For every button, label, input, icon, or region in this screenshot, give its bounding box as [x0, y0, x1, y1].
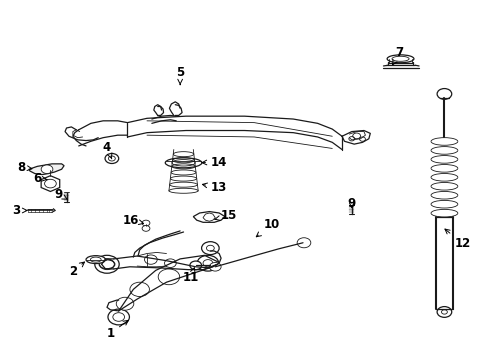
- Circle shape: [158, 269, 179, 285]
- Circle shape: [189, 261, 201, 270]
- Circle shape: [116, 297, 134, 310]
- Text: 9: 9: [347, 197, 355, 210]
- Text: 8: 8: [17, 161, 32, 174]
- Text: 4: 4: [102, 140, 112, 159]
- Text: 7: 7: [392, 46, 403, 65]
- Circle shape: [436, 307, 451, 318]
- Circle shape: [142, 226, 150, 231]
- Circle shape: [209, 262, 221, 271]
- Circle shape: [130, 282, 149, 297]
- Polygon shape: [29, 164, 64, 175]
- Text: 13: 13: [202, 181, 227, 194]
- Text: 2: 2: [69, 262, 84, 278]
- Text: 10: 10: [256, 218, 279, 237]
- Circle shape: [197, 255, 218, 271]
- Circle shape: [144, 255, 157, 264]
- Circle shape: [108, 309, 129, 325]
- Text: 9: 9: [54, 188, 67, 201]
- Text: 1: 1: [106, 320, 128, 340]
- Text: 15: 15: [214, 210, 237, 222]
- Ellipse shape: [165, 158, 202, 168]
- Polygon shape: [193, 212, 224, 222]
- Text: 14: 14: [202, 156, 227, 168]
- Ellipse shape: [171, 159, 195, 166]
- Text: 6: 6: [34, 172, 47, 185]
- Text: 5: 5: [176, 66, 184, 85]
- Ellipse shape: [386, 55, 413, 63]
- Text: 16: 16: [123, 214, 143, 227]
- Text: 11: 11: [183, 268, 199, 284]
- Text: 12: 12: [444, 229, 470, 250]
- Circle shape: [142, 220, 150, 226]
- Circle shape: [164, 259, 176, 267]
- Circle shape: [95, 255, 119, 273]
- Circle shape: [201, 242, 219, 255]
- Circle shape: [41, 165, 53, 174]
- Circle shape: [436, 89, 451, 99]
- Text: 3: 3: [12, 204, 27, 217]
- Ellipse shape: [86, 256, 105, 264]
- Circle shape: [105, 153, 119, 163]
- Circle shape: [297, 238, 310, 248]
